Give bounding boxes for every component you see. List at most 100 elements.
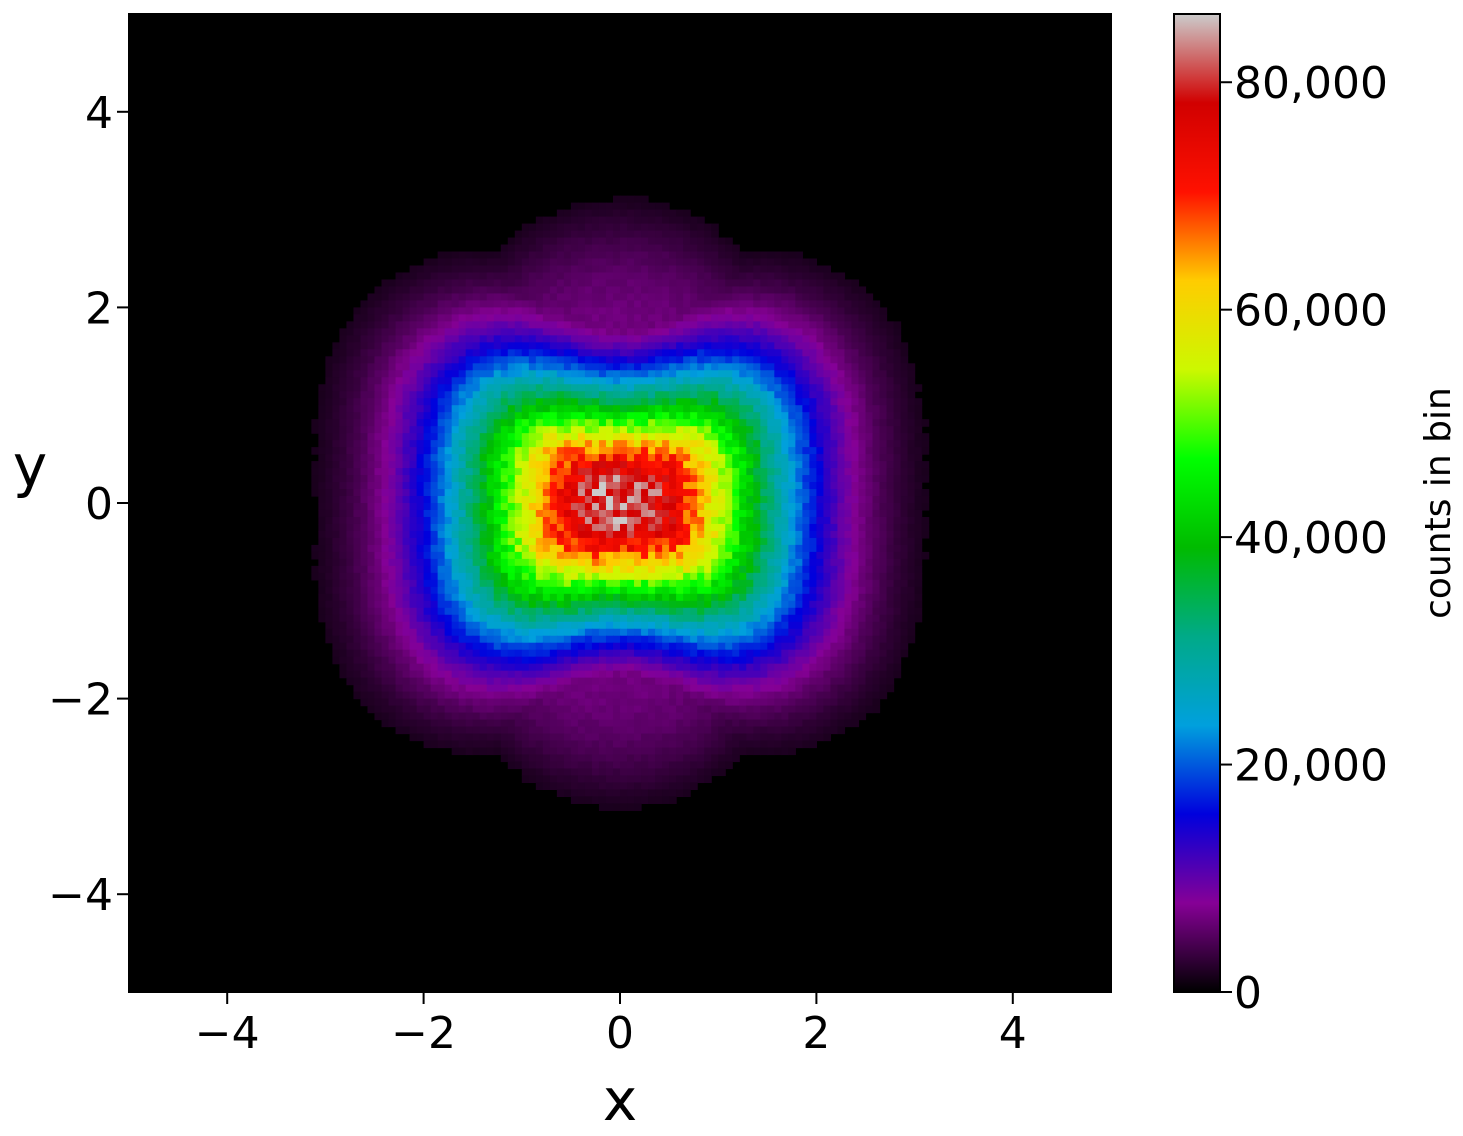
heatmap-cell bbox=[325, 544, 334, 553]
heatmap-cell bbox=[760, 558, 768, 567]
heatmap-cell bbox=[620, 607, 628, 616]
heatmap-cell bbox=[423, 293, 432, 302]
heatmap-cell bbox=[563, 209, 572, 218]
heatmap-cell bbox=[893, 321, 902, 329]
heatmap-cell bbox=[655, 468, 663, 476]
heatmap-cell bbox=[788, 251, 796, 260]
heatmap-cell bbox=[830, 628, 839, 637]
heatmap-cell bbox=[837, 370, 846, 378]
heatmap-cell bbox=[598, 328, 607, 336]
heatmap-cell bbox=[416, 642, 425, 651]
heatmap-cell bbox=[704, 356, 712, 364]
heatmap-cell bbox=[444, 614, 453, 623]
heatmap-cell bbox=[676, 370, 684, 378]
heatmap-cell bbox=[423, 544, 432, 553]
heatmap-cell bbox=[458, 551, 467, 560]
heatmap-cell bbox=[746, 572, 754, 581]
heatmap-cell bbox=[704, 558, 712, 567]
heatmap-cell bbox=[697, 579, 705, 588]
heatmap-cell bbox=[423, 321, 432, 329]
heatmap-cell bbox=[858, 593, 867, 602]
heatmap-cell bbox=[507, 356, 516, 364]
heatmap-cell bbox=[570, 363, 579, 371]
heatmap-cell bbox=[486, 328, 495, 336]
heatmap-cell bbox=[458, 475, 467, 483]
heatmap-cell bbox=[584, 496, 593, 504]
heatmap-cell bbox=[788, 321, 796, 329]
heatmap-cell bbox=[563, 468, 572, 476]
heatmap-cell bbox=[598, 635, 607, 644]
heatmap-cell bbox=[634, 607, 642, 616]
heatmap-cell bbox=[690, 544, 698, 553]
heatmap-cell bbox=[423, 328, 432, 336]
heatmap-cell bbox=[837, 342, 846, 350]
heatmap-cell bbox=[620, 342, 628, 350]
heatmap-cell bbox=[381, 656, 390, 665]
heatmap-cell bbox=[479, 279, 488, 288]
heatmap-cell bbox=[479, 328, 488, 336]
heatmap-cell bbox=[795, 551, 803, 560]
heatmap-cell bbox=[381, 328, 390, 336]
heatmap-cell bbox=[753, 349, 761, 357]
heatmap-cell bbox=[893, 475, 902, 483]
heatmap-cell bbox=[381, 509, 390, 518]
heatmap-cell bbox=[851, 496, 860, 504]
heatmap-cell bbox=[669, 335, 677, 343]
heatmap-cell bbox=[339, 419, 348, 427]
heatmap-cell bbox=[837, 363, 846, 371]
heatmap-cell bbox=[493, 398, 502, 406]
heatmap-cell bbox=[402, 516, 411, 525]
heatmap-cell bbox=[739, 286, 747, 295]
heatmap-cell bbox=[886, 426, 895, 434]
heatmap-cell bbox=[830, 433, 839, 441]
heatmap-cell bbox=[886, 530, 895, 539]
heatmap-cell bbox=[620, 412, 628, 420]
heatmap-cell bbox=[402, 530, 411, 539]
heatmap-cell bbox=[816, 447, 825, 455]
heatmap-cell bbox=[472, 593, 481, 602]
heatmap-cell bbox=[360, 614, 369, 623]
heatmap-cell bbox=[732, 530, 740, 539]
heatmap-cell bbox=[458, 342, 467, 350]
heatmap-cell bbox=[732, 475, 740, 483]
heatmap-cell bbox=[444, 433, 453, 441]
heatmap-cell bbox=[395, 377, 404, 385]
heatmap-cell bbox=[725, 523, 733, 532]
heatmap-cell bbox=[697, 384, 705, 392]
heatmap-cell bbox=[879, 607, 888, 616]
heatmap-cell bbox=[648, 216, 656, 225]
heatmap-cell bbox=[423, 558, 432, 567]
heatmap-cell bbox=[458, 516, 467, 525]
heatmap-cell bbox=[725, 363, 733, 371]
heatmap-cell bbox=[690, 223, 698, 232]
heatmap-cell bbox=[795, 398, 803, 406]
heatmap-cell bbox=[634, 426, 642, 434]
heatmap-cell bbox=[444, 621, 453, 630]
heatmap-cell bbox=[360, 398, 369, 406]
heatmap-cell bbox=[444, 412, 453, 420]
heatmap-cell bbox=[444, 349, 453, 357]
heatmap-cell bbox=[704, 503, 712, 511]
heatmap-cell bbox=[430, 272, 439, 281]
heatmap-cell bbox=[360, 496, 369, 504]
heatmap-cell bbox=[760, 489, 768, 497]
heatmap-cell bbox=[479, 426, 488, 434]
heatmap-cell bbox=[318, 482, 326, 490]
heatmap-cell bbox=[704, 370, 712, 378]
heatmap-cell bbox=[360, 321, 369, 329]
heatmap-cell bbox=[514, 475, 523, 483]
heatmap-cell bbox=[318, 475, 326, 483]
heatmap-cell bbox=[528, 265, 537, 274]
heatmap-cell bbox=[767, 496, 775, 504]
heatmap-cell bbox=[732, 454, 740, 462]
heatmap-cell bbox=[830, 489, 839, 497]
heatmap-cell bbox=[851, 342, 860, 350]
heatmap-cell bbox=[542, 537, 551, 546]
heatmap-cell bbox=[641, 516, 649, 525]
heatmap-cell bbox=[514, 440, 523, 448]
heatmap-cell bbox=[542, 265, 551, 274]
heatmap-cell bbox=[914, 503, 923, 511]
heatmap-cell bbox=[739, 607, 747, 616]
heatmap-cell bbox=[781, 621, 789, 630]
heatmap-cell bbox=[402, 649, 411, 658]
